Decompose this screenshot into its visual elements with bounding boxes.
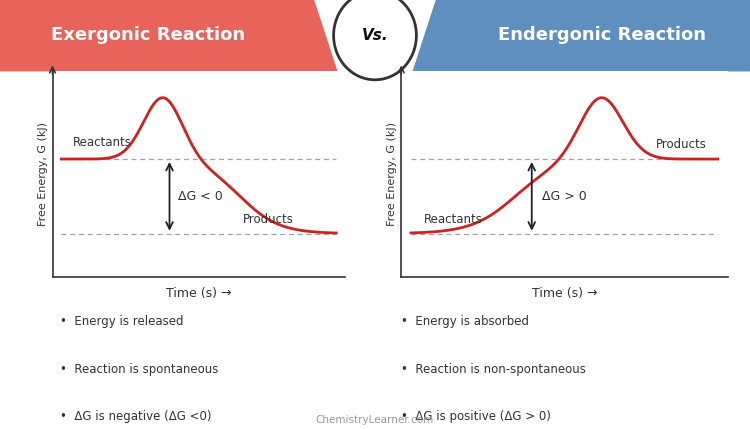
Text: Time (s) →: Time (s) →: [532, 287, 597, 300]
Text: •  ΔG is negative (ΔG <0): • ΔG is negative (ΔG <0): [60, 410, 211, 423]
Text: Vs.: Vs.: [362, 28, 388, 43]
Text: Reactants: Reactants: [424, 213, 483, 226]
Text: •  Energy is released: • Energy is released: [60, 315, 184, 328]
Text: Exergonic Reaction: Exergonic Reaction: [52, 27, 245, 44]
Text: •  Reaction is spontaneous: • Reaction is spontaneous: [60, 363, 218, 375]
Polygon shape: [413, 0, 750, 71]
Text: Reactants: Reactants: [73, 136, 132, 149]
Circle shape: [334, 0, 416, 80]
Text: Products: Products: [656, 138, 706, 151]
Text: •  Energy is absorbed: • Energy is absorbed: [401, 315, 530, 328]
Text: ΔG < 0: ΔG < 0: [178, 190, 223, 203]
Text: Time (s) →: Time (s) →: [166, 287, 232, 300]
Text: •  Reaction is non-spontaneous: • Reaction is non-spontaneous: [401, 363, 586, 375]
Text: Products: Products: [243, 213, 293, 226]
Y-axis label: Free Energy, G (kJ): Free Energy, G (kJ): [38, 122, 48, 226]
Text: ChemistryLearner.com: ChemistryLearner.com: [316, 415, 434, 425]
Text: Endergonic Reaction: Endergonic Reaction: [497, 27, 706, 44]
Y-axis label: Free Energy, G (kJ): Free Energy, G (kJ): [387, 122, 397, 226]
Polygon shape: [0, 0, 337, 71]
Text: ΔG > 0: ΔG > 0: [542, 190, 586, 203]
Text: •  ΔG is positive (ΔG > 0): • ΔG is positive (ΔG > 0): [401, 410, 551, 423]
